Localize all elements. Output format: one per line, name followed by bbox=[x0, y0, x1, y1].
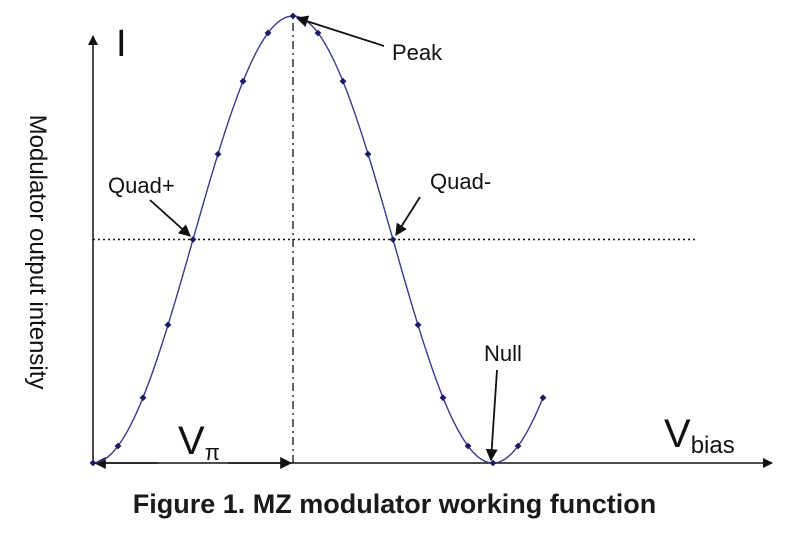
null-arrow bbox=[485, 369, 498, 462]
data-point bbox=[264, 29, 272, 37]
quad-minus-label: Quad- bbox=[430, 169, 491, 194]
vpi-label-sub: π bbox=[205, 440, 220, 465]
data-point bbox=[514, 442, 522, 450]
data-point bbox=[314, 29, 322, 37]
data-point bbox=[89, 459, 97, 467]
data-point bbox=[439, 394, 447, 402]
y-axis-label: Modulator output intensity bbox=[24, 115, 51, 390]
data-point bbox=[164, 321, 172, 329]
peak-label: Peak bbox=[392, 40, 443, 65]
data-point bbox=[364, 150, 372, 158]
data-point bbox=[489, 459, 497, 467]
data-point bbox=[239, 77, 247, 85]
data-point bbox=[289, 12, 297, 20]
quad-plus-label: Quad+ bbox=[108, 173, 175, 198]
x-axis-label-sub: bias bbox=[691, 432, 735, 459]
x-axis-label: Vbias bbox=[664, 412, 735, 459]
quad-minus-arrow bbox=[395, 196, 421, 237]
data-point bbox=[414, 321, 422, 329]
data-point bbox=[539, 394, 547, 402]
vpi-label-main: V bbox=[178, 419, 205, 463]
data-point bbox=[464, 442, 472, 450]
vpi-label: Vπ bbox=[178, 419, 220, 465]
data-point bbox=[189, 236, 197, 243]
figure-caption: Figure 1. MZ modulator working function bbox=[132, 489, 657, 519]
y-axis-symbol: I bbox=[116, 23, 127, 65]
quad-plus-arrow bbox=[149, 199, 191, 237]
data-point bbox=[339, 77, 347, 85]
x-axis-label-main: V bbox=[664, 412, 691, 456]
peak-arrow bbox=[295, 15, 385, 47]
data-point bbox=[214, 150, 222, 158]
data-point bbox=[114, 442, 122, 450]
data-point bbox=[389, 236, 397, 243]
data-point bbox=[139, 394, 147, 402]
null-label: Null bbox=[484, 341, 522, 366]
data-points bbox=[89, 12, 547, 467]
